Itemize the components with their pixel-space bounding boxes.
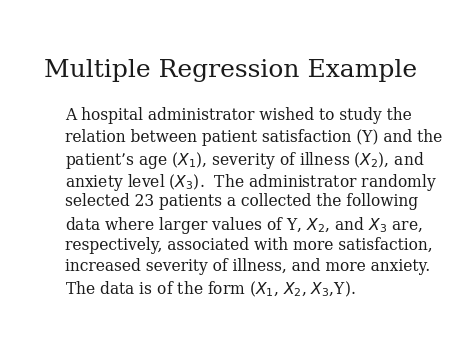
Text: anxiety level ($X_3$).  The administrator randomly: anxiety level ($X_3$). The administrator…: [65, 172, 437, 193]
Text: relation between patient satisfaction (Y) and the: relation between patient satisfaction (Y…: [65, 128, 442, 146]
Text: increased severity of illness, and more anxiety.: increased severity of illness, and more …: [65, 258, 430, 275]
Text: Multiple Regression Example: Multiple Regression Example: [44, 59, 417, 82]
Text: The data is of the form ($X_1$, $X_2$, $X_3$,Y).: The data is of the form ($X_1$, $X_2$, $…: [65, 280, 356, 299]
Text: respectively, associated with more satisfaction,: respectively, associated with more satis…: [65, 237, 432, 254]
Text: selected 23 patients a collected the following: selected 23 patients a collected the fol…: [65, 193, 418, 210]
Text: A hospital administrator wished to study the: A hospital administrator wished to study…: [65, 107, 412, 124]
Text: patient’s age ($X_1$), severity of illness ($X_2$), and: patient’s age ($X_1$), severity of illne…: [65, 150, 424, 171]
Text: data where larger values of Y, $X_2$, and $X_3$ are,: data where larger values of Y, $X_2$, an…: [65, 215, 423, 236]
